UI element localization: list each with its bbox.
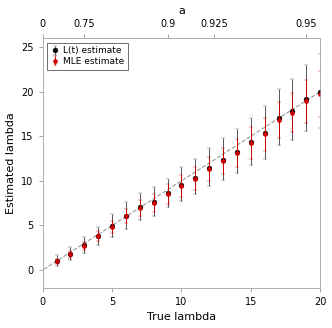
- X-axis label: True lambda: True lambda: [147, 313, 216, 322]
- X-axis label: a: a: [178, 6, 185, 15]
- Y-axis label: Estimated lambda: Estimated lambda: [6, 112, 16, 214]
- Legend: L(t) estimate, MLE estimate: L(t) estimate, MLE estimate: [47, 43, 128, 70]
